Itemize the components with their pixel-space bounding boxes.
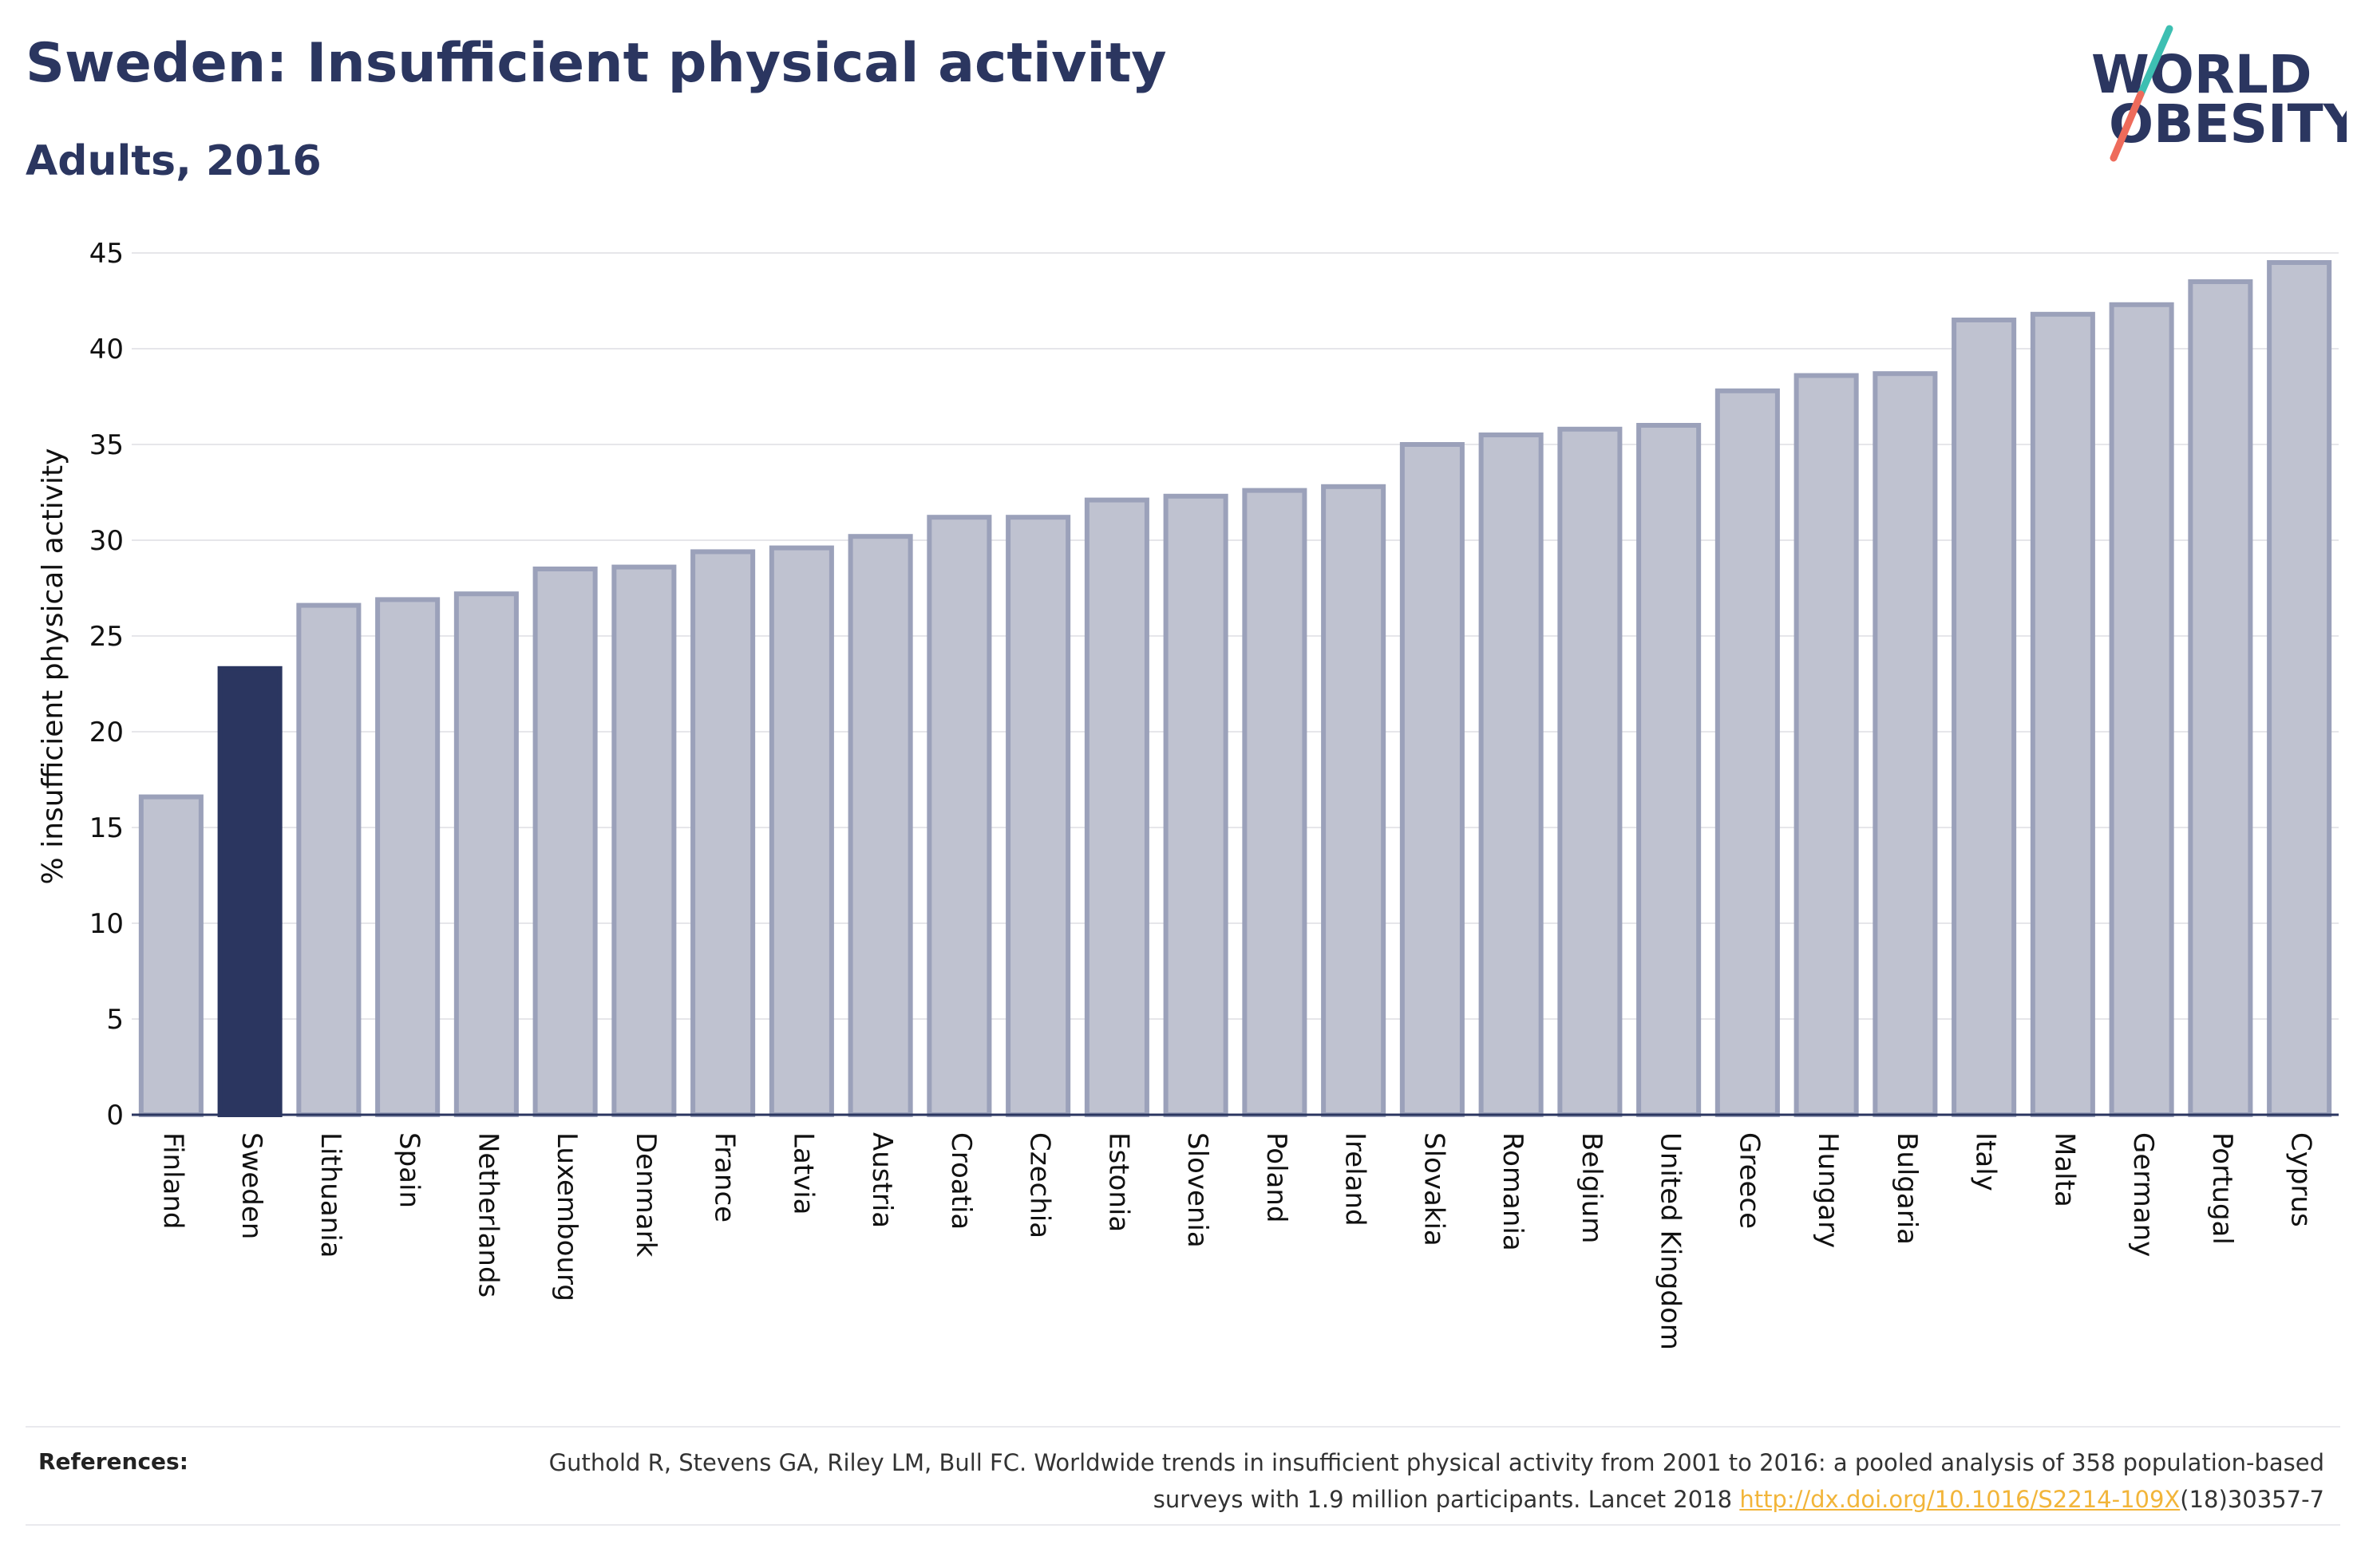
bar-spain xyxy=(375,597,441,1117)
x-tick-label: Lithuania xyxy=(314,1132,346,1258)
bar-czechia xyxy=(1006,515,1071,1117)
bar-luxembourg xyxy=(532,567,598,1117)
x-tick-label: Malta xyxy=(2048,1132,2080,1207)
x-tick-label: Ireland xyxy=(1339,1132,1371,1226)
x-tick-label: Croatia xyxy=(945,1132,977,1230)
x-tick-label: Slovenia xyxy=(1181,1132,1213,1248)
y-tick-label: 45 xyxy=(89,238,124,270)
x-tick-label: Bulgaria xyxy=(1891,1132,1923,1245)
y-tick-label: 25 xyxy=(89,621,124,653)
bar-greece xyxy=(1714,388,1780,1117)
bar-latvia xyxy=(769,545,834,1117)
bar-ireland xyxy=(1321,484,1386,1117)
bar-austria xyxy=(848,534,913,1117)
x-tick-label: Italy xyxy=(1970,1132,2002,1191)
x-tick-label: Austria xyxy=(866,1132,898,1228)
references-divider-top xyxy=(26,1426,2340,1428)
y-tick-label: 0 xyxy=(106,1100,124,1132)
bar-chart: 0 5 10 15 20 25 30 35 40 45 Finland Sweden Lithuani… xyxy=(37,238,2339,1350)
bar-united-kingdom xyxy=(1636,423,1702,1117)
reference-citation-suffix: (18)30357-7 xyxy=(2180,1486,2324,1513)
y-tick-label: 5 xyxy=(106,1004,124,1036)
bar-portugal xyxy=(2188,279,2253,1117)
x-tick-label: Portugal xyxy=(2206,1132,2238,1245)
x-tick-label: Denmark xyxy=(630,1132,662,1258)
bar-finland xyxy=(138,794,204,1117)
x-tick-label: Hungary xyxy=(1812,1132,1844,1248)
x-tick-label: Sweden xyxy=(235,1132,267,1239)
world-obesity-logo: WORLD OBESITY xyxy=(2075,22,2361,166)
y-tick-label: 20 xyxy=(89,717,124,748)
y-axis-ticks: 0 5 10 15 20 25 30 35 40 45 xyxy=(89,238,124,1132)
bar-netherlands xyxy=(453,591,519,1117)
bar-malta xyxy=(2030,311,2095,1117)
bar-croatia xyxy=(927,515,992,1117)
x-tick-label: Poland xyxy=(1260,1132,1292,1223)
y-tick-label: 35 xyxy=(89,429,124,461)
x-tick-label: France xyxy=(709,1132,741,1222)
x-tick-label: Finland xyxy=(156,1132,188,1230)
bar-denmark xyxy=(611,564,677,1117)
references-label: References: xyxy=(38,1448,188,1475)
x-tick-label: Belgium xyxy=(1576,1132,1608,1243)
y-tick-label: 40 xyxy=(89,334,124,365)
x-tick-label: Spain xyxy=(394,1132,425,1208)
chart-title: Sweden: Insufficient physical activity xyxy=(26,32,1167,95)
bar-lithuania xyxy=(296,602,362,1117)
y-tick-label: 15 xyxy=(89,812,124,844)
bar-hungary xyxy=(1793,373,1859,1118)
x-tick-label: Latvia xyxy=(787,1132,819,1215)
bar-poland xyxy=(1242,488,1307,1117)
y-tick-label: 10 xyxy=(89,908,124,940)
bar-slovenia xyxy=(1163,493,1228,1117)
x-tick-label: Greece xyxy=(1733,1132,1765,1229)
bar-estonia xyxy=(1084,497,1149,1117)
logo-slash-top xyxy=(2137,25,2173,98)
bar-bulgaria xyxy=(1873,371,1938,1117)
bar-romania xyxy=(1478,432,1544,1117)
x-tick-label: Luxembourg xyxy=(551,1132,583,1301)
bar-cyprus xyxy=(2267,260,2332,1117)
logo-word-2: OBESITY xyxy=(2109,93,2347,155)
bar-belgium xyxy=(1557,426,1623,1117)
x-axis-labels: Finland Sweden Lithuania Spain Netherlands Lu… xyxy=(156,1132,2316,1350)
references-divider-bottom xyxy=(26,1524,2340,1526)
x-tick-label: Slovakia xyxy=(1418,1132,1449,1246)
bar-germany xyxy=(2109,302,2174,1117)
x-tick-label: Estonia xyxy=(1102,1132,1134,1232)
bar-sweden xyxy=(217,666,283,1117)
references-text: Guthold R, Stevens GA, Riley LM, Bull FC… xyxy=(488,1444,2324,1518)
x-tick-label: Czechia xyxy=(1024,1132,1056,1238)
x-tick-label: Cyprus xyxy=(2285,1132,2317,1227)
x-tick-label: Germany xyxy=(2127,1132,2159,1257)
x-tick-label: Netherlands xyxy=(472,1132,504,1297)
chart-subtitle: Adults, 2016 xyxy=(26,137,322,185)
x-tick-label: Romania xyxy=(1497,1132,1529,1251)
y-axis-title: % insufficient physical activity xyxy=(37,448,69,885)
bar-france xyxy=(690,549,756,1117)
logo-word-1: WORLD xyxy=(2091,44,2312,105)
bar-italy xyxy=(1952,318,2017,1117)
x-tick-label: United Kingdom xyxy=(1655,1132,1687,1350)
reference-citation: Guthold R, Stevens GA, Riley LM, Bull FC… xyxy=(548,1449,2324,1513)
reference-doi-link[interactable]: http://dx.doi.org/10.1016/S2214-109X xyxy=(1739,1486,2181,1513)
y-tick-label: 30 xyxy=(89,525,124,557)
bars xyxy=(138,260,2332,1118)
bar-slovakia xyxy=(1399,442,1465,1117)
logo-slash-bottom xyxy=(2110,90,2145,162)
